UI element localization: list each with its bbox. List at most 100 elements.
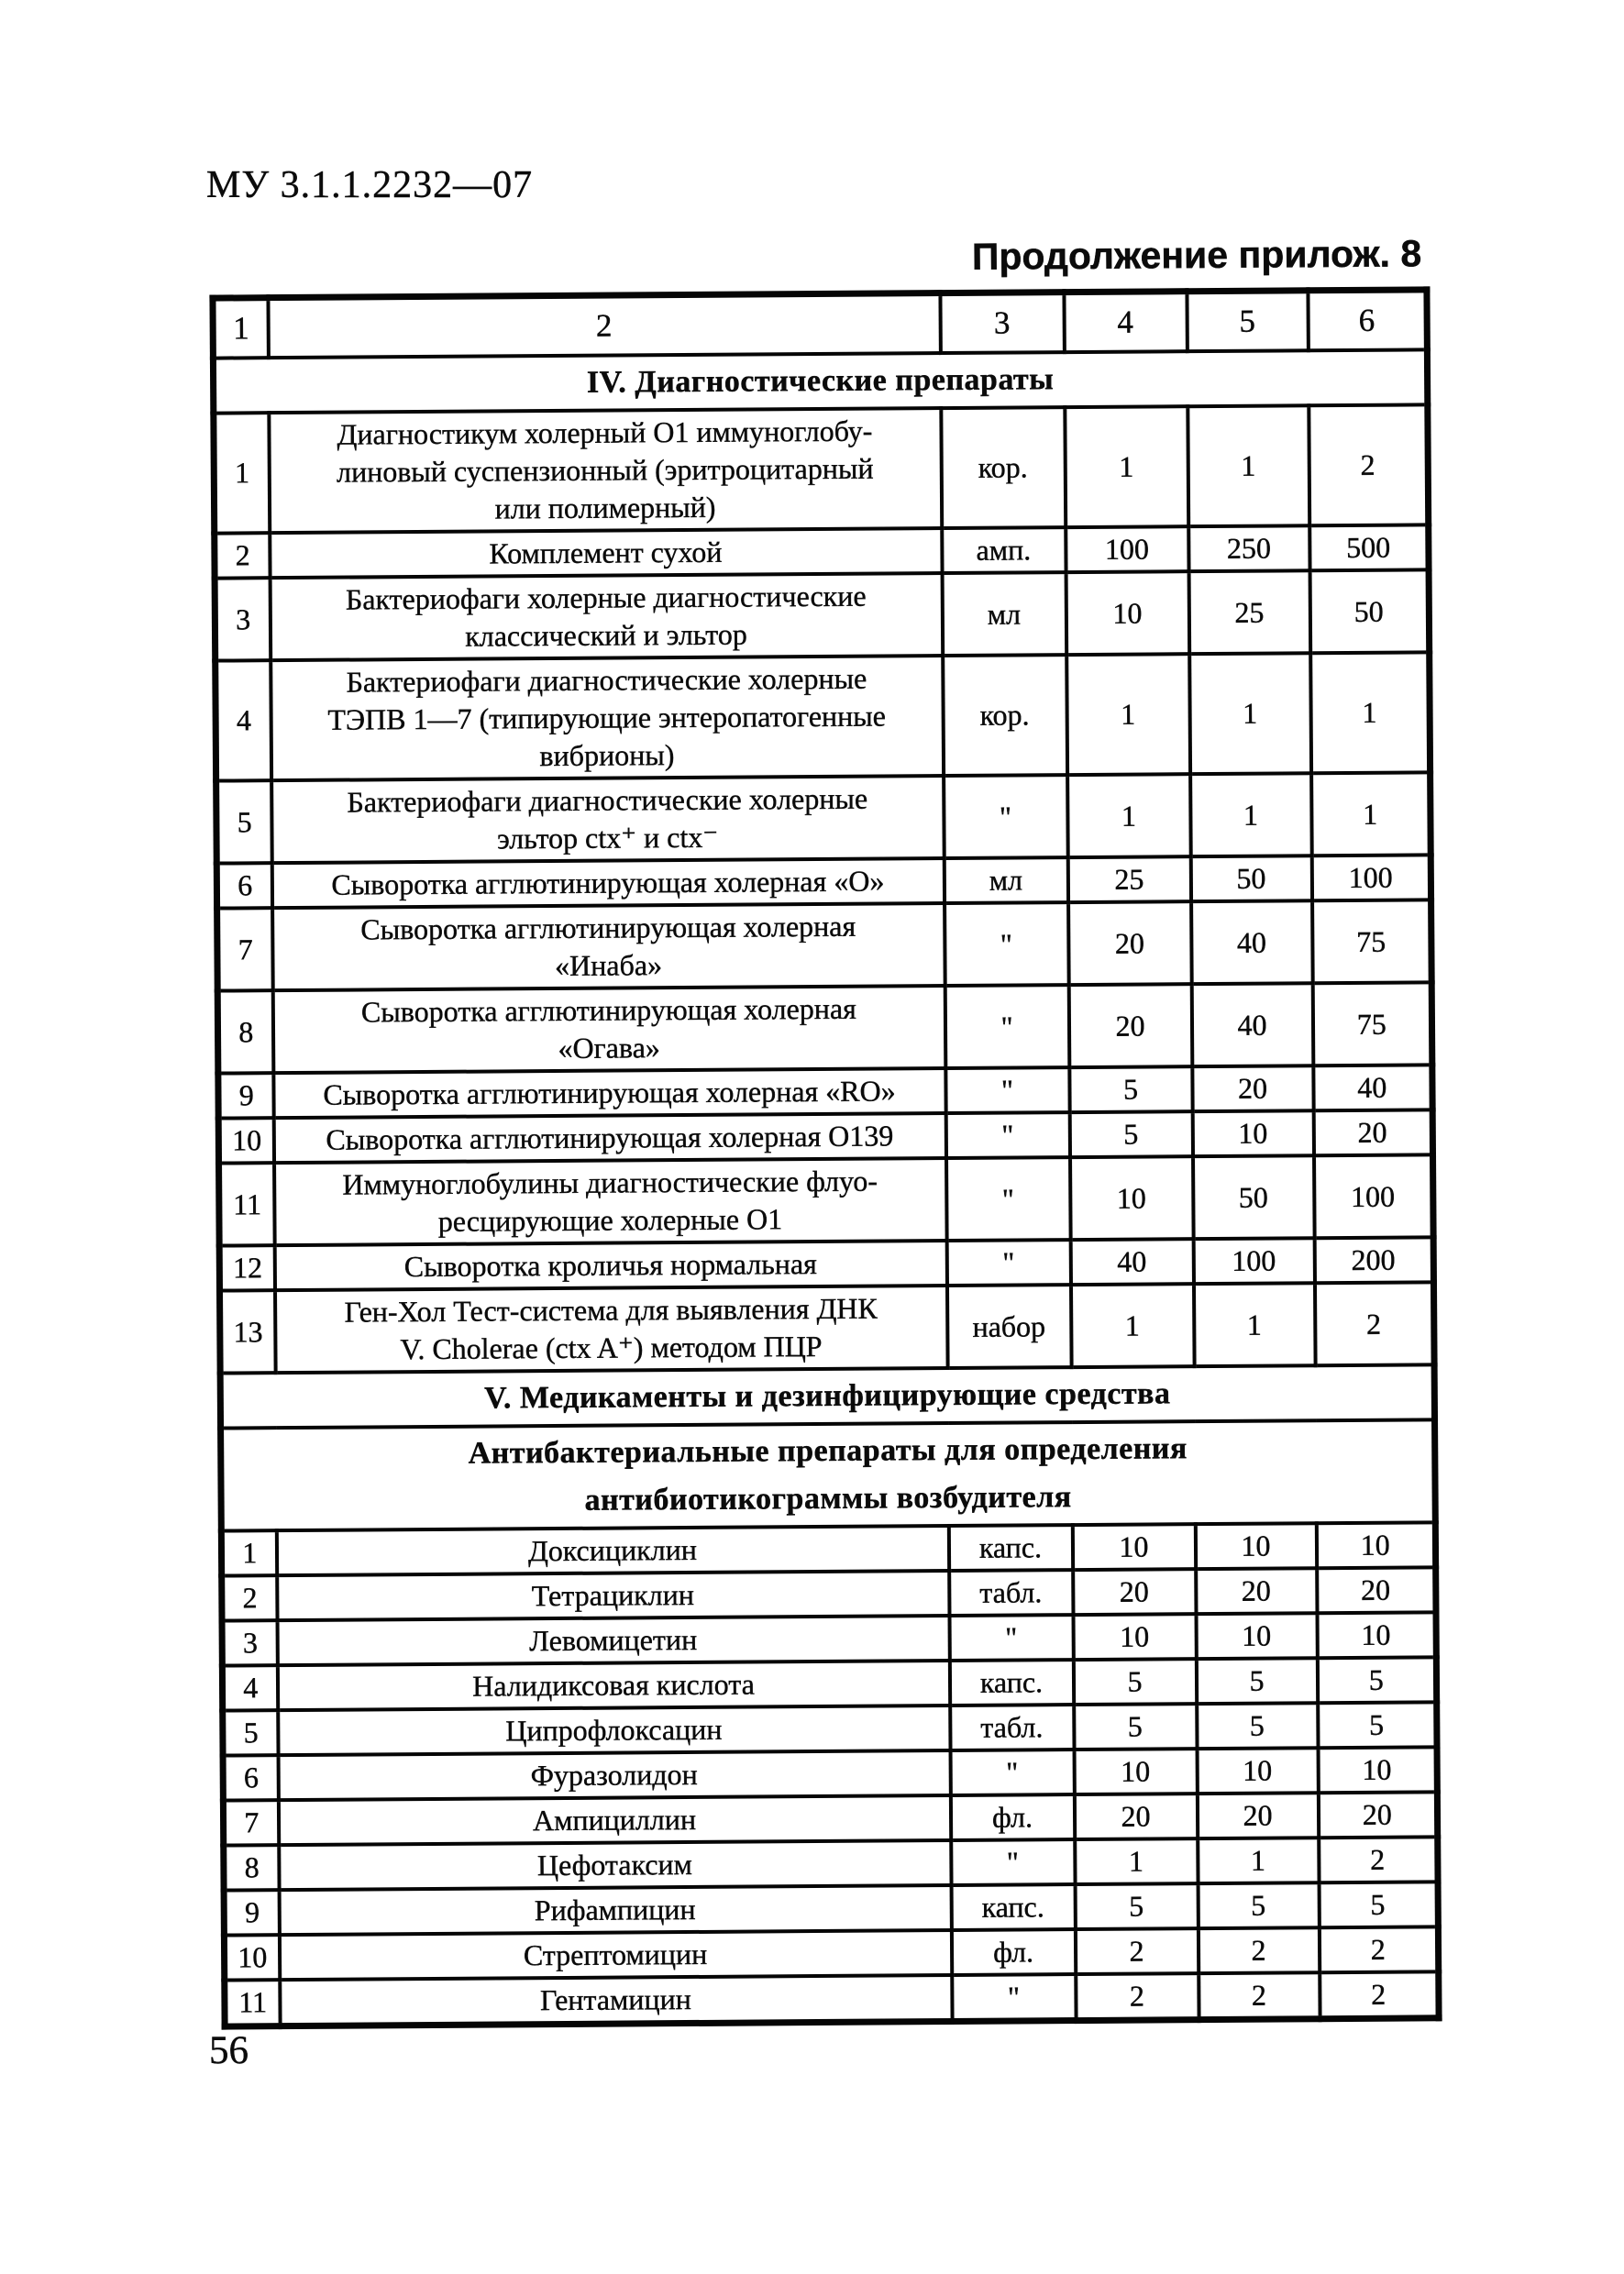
table-row: 8 Сыворотка агглютинирующая холерная «Ог…	[217, 982, 1432, 1074]
row-number-cell: 8	[223, 1845, 280, 1891]
item-name-cell: Цефотаксим	[278, 1840, 952, 1891]
row-number-cell: 10	[218, 1118, 274, 1164]
qty-col5-cell: 10	[1195, 1523, 1317, 1570]
row-number-cell: 12	[219, 1245, 275, 1291]
item-name-cell: Комплемент сухой	[269, 528, 943, 579]
qty-col6-cell: 50	[1309, 569, 1430, 654]
qty-col6-cell: 5	[1317, 1657, 1437, 1704]
item-name-cell: Левомицетин	[277, 1616, 950, 1666]
row-number-cell: 9	[224, 1890, 280, 1936]
row-number-cell: 5	[222, 1710, 279, 1756]
item-name-cell: Сыворотка кроличья нормальная	[274, 1241, 947, 1291]
section-v-title: V. Медикаменты и дезинфицирующие средств…	[220, 1364, 1435, 1429]
antibacterial-subtitle: Антибактериальные препараты для определе…	[220, 1419, 1436, 1531]
qty-col5-cell: 20	[1195, 1568, 1317, 1615]
item-name-cell: Ампициллин	[278, 1795, 951, 1846]
item-name-cell: Гентамицин	[279, 1975, 953, 2026]
item-name-cell: Сыворотка агглютинирующая холерная «Огав…	[272, 986, 945, 1074]
unit-cell: табл.	[949, 1705, 1075, 1751]
qty-col6-cell: 100	[1311, 855, 1431, 901]
qty-col6-cell: 1	[1309, 652, 1431, 774]
row-number-cell: 8	[217, 990, 273, 1074]
unit-cell: фл.	[951, 1929, 1076, 1976]
unit-cell: кор.	[940, 407, 1066, 529]
unit-cell: "	[945, 1112, 1070, 1159]
qty-col4-cell: 1	[1070, 1284, 1195, 1368]
qty-col6-cell: 40	[1312, 1065, 1433, 1111]
qty-col4-cell: 5	[1075, 1883, 1199, 1930]
unit-cell: "	[943, 775, 1068, 859]
qty-col5-cell: 250	[1188, 525, 1310, 572]
unit-cell: амп.	[941, 527, 1066, 574]
qty-col4-cell: 40	[1070, 1239, 1194, 1286]
qty-col6-cell: 20	[1318, 1792, 1438, 1838]
column-number-cell: 3	[939, 292, 1065, 354]
table-row: 4 Бактериофаги диагностические холерные …	[215, 652, 1431, 781]
row-number-cell: 4	[215, 660, 271, 781]
item-name-cell: Бактериофаги диагностические холерные эл…	[271, 776, 945, 864]
page-number: 56	[209, 2029, 249, 2072]
qty-col5-cell: 25	[1188, 570, 1310, 655]
qty-col5-cell: 20	[1191, 1065, 1314, 1112]
qty-col4-cell: 1	[1064, 406, 1188, 528]
qty-col6-cell: 500	[1309, 524, 1430, 571]
qty-col5-cell: 5	[1196, 1703, 1319, 1750]
qty-col4-cell: 10	[1066, 571, 1189, 656]
unit-cell: табл.	[948, 1570, 1074, 1617]
unit-cell: "	[950, 1750, 1075, 1796]
qty-col4-cell: 5	[1069, 1111, 1193, 1158]
qty-col5-cell: 2	[1198, 1972, 1320, 2020]
unit-cell: мл	[944, 857, 1068, 904]
qty-col4-cell: 20	[1067, 901, 1192, 986]
section-iv-header-row: IV. Диагностические препараты	[213, 349, 1428, 414]
appendix-continuation-label: Продолжение прилож. 8	[971, 232, 1422, 278]
row-number-cell: 1	[213, 413, 270, 534]
item-name-cell: Доксициклин	[276, 1526, 949, 1576]
qty-col5-cell: 10	[1197, 1748, 1319, 1794]
unit-cell: "	[949, 1615, 1074, 1661]
qty-col4-cell: 1	[1066, 654, 1190, 776]
unit-cell: "	[946, 1240, 1071, 1286]
item-name-cell: Бактериофаги диагностические холерные ТЭ…	[270, 656, 944, 781]
qty-col6-cell: 2	[1319, 1971, 1440, 2019]
qty-col5-cell: 1	[1188, 653, 1311, 775]
table-block: Продолжение прилож. 8 1 2 3 4 5 6 IV. Ди…	[209, 232, 1442, 2030]
qty-col5-cell: 1	[1187, 405, 1309, 527]
unit-cell: набор	[946, 1285, 1072, 1369]
qty-col5-cell: 2	[1198, 1927, 1320, 1974]
unit-cell: "	[950, 1839, 1076, 1886]
item-name-cell: Диагностикум холерный О1 иммуноглобу- ли…	[268, 408, 942, 534]
unit-cell: кор.	[942, 655, 1067, 777]
item-name-cell: Налидиксовая кислота	[277, 1661, 950, 1711]
row-number-cell: 3	[222, 1620, 278, 1666]
row-number-cell: 2	[221, 1575, 278, 1621]
qty-col5-cell: 1	[1197, 1838, 1320, 1884]
item-name-cell: Иммуноглобулины диагностические флуо- ре…	[273, 1158, 947, 1246]
row-number-cell: 1	[221, 1530, 277, 1576]
table-row: 5 Бактериофаги диагностические холерные …	[215, 772, 1431, 864]
table-row: 11 Гентамицин " 2 2 2	[224, 1971, 1440, 2027]
item-name-cell: Рифампицин	[279, 1885, 952, 1936]
item-name-cell: Ципрофлоксацин	[277, 1706, 951, 1756]
unit-cell: капс.	[949, 1660, 1074, 1706]
row-number-cell: 9	[217, 1073, 274, 1119]
unit-cell: фл.	[950, 1794, 1075, 1841]
row-number-cell: 6	[223, 1755, 279, 1801]
column-number-cell: 2	[267, 293, 941, 359]
row-number-cell: 6	[216, 863, 272, 909]
item-name-cell: Ген-Хол Тест-система для выявления ДНК V…	[274, 1286, 948, 1374]
row-number-cell: 7	[223, 1800, 279, 1846]
antibacterial-subtitle-row: Антибактериальные препараты для определе…	[220, 1419, 1436, 1531]
qty-col4-cell: 1	[1074, 1838, 1199, 1885]
item-name-cell: Сыворотка агглютинирующая холерная О139	[273, 1113, 946, 1164]
qty-col5-cell: 50	[1190, 856, 1312, 902]
qty-col6-cell: 2	[1319, 1926, 1439, 1973]
qty-col4-cell: 20	[1068, 984, 1192, 1068]
qty-col6-cell: 75	[1312, 982, 1432, 1066]
table-row: 11 Иммуноглобулины диагностические флуо-…	[218, 1154, 1434, 1246]
table-row: 1 Диагностикум холерный О1 иммуноглобу- …	[213, 404, 1429, 534]
item-name-cell: Тетрациклин	[276, 1571, 950, 1621]
table-row: 13 Ген-Хол Тест-система для выявления ДН…	[219, 1282, 1435, 1374]
qty-col4-cell: 100	[1065, 526, 1189, 573]
